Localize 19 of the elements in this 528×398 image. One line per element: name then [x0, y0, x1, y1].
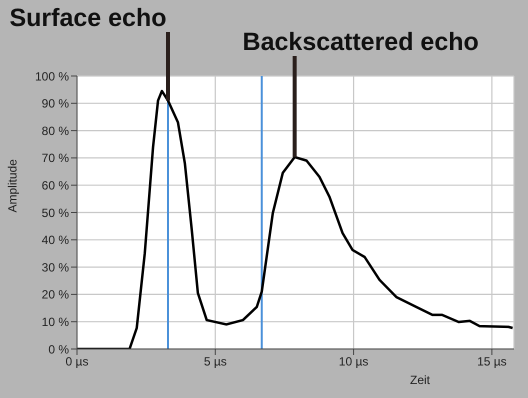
y-tick-label: 90 % [42, 96, 70, 111]
y-tick-label: 80 % [42, 124, 70, 138]
x-tick-label: 0 µs [66, 354, 88, 369]
y-tick-label: 30 % [42, 260, 70, 274]
annotation: Surface echo [9, 4, 167, 32]
x-tick-label: 5 µs [204, 354, 227, 369]
y-tick-label: 0 % [48, 342, 70, 356]
x-axis-title: Zeit [410, 373, 431, 387]
annotation: Backscattered echo [242, 28, 479, 56]
x-tick-label: 15 µs [477, 354, 507, 369]
y-tick-label: 20 % [42, 288, 70, 302]
y-tick-label: 100 % [34, 69, 70, 84]
y-tick-label: 70 % [42, 151, 70, 166]
y-tick-label: 60 % [42, 178, 70, 192]
y-tick-label: 10 % [42, 314, 70, 329]
x-tick-label: 10 µs [338, 354, 368, 369]
y-tick-label: 50 % [42, 206, 70, 220]
y-axis-title: Amplitude [5, 158, 20, 212]
y-tick-label: 40 % [42, 233, 70, 248]
